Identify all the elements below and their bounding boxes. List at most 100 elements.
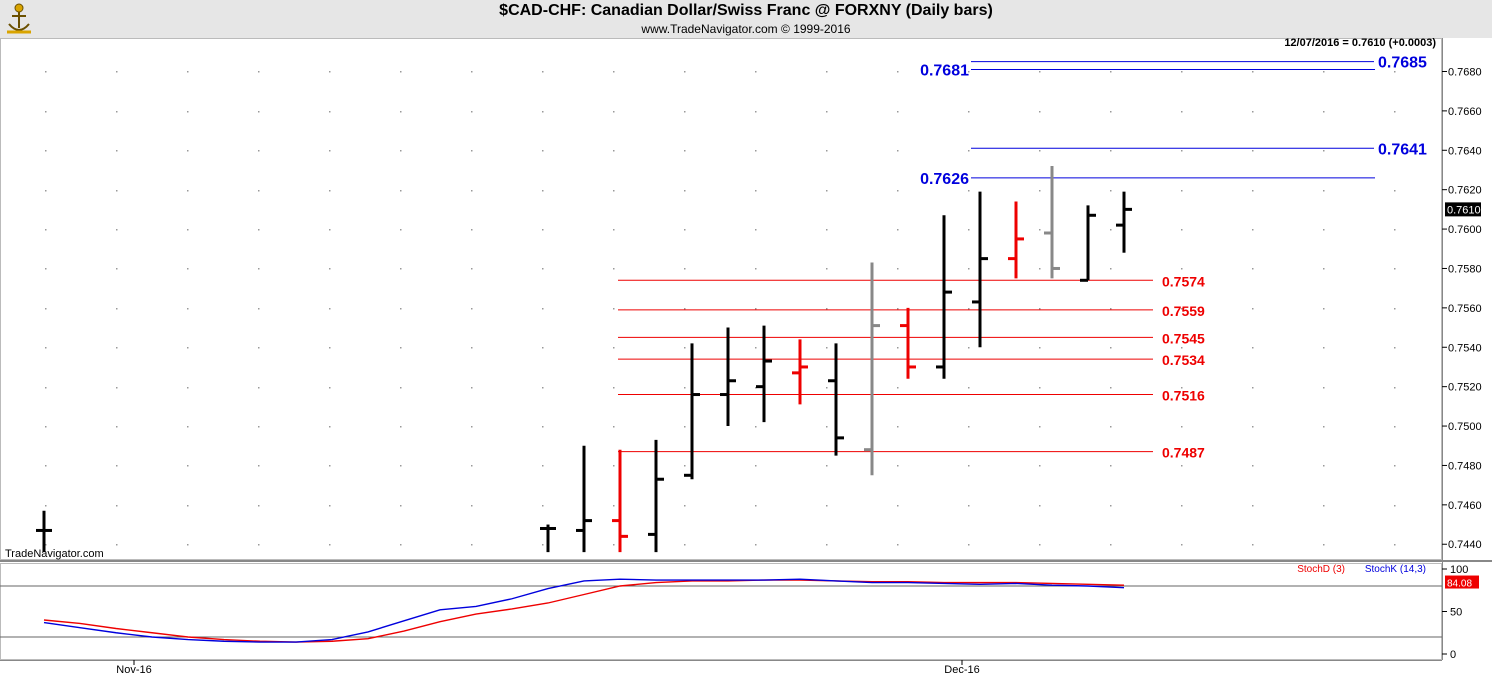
grid-dot: [1110, 505, 1112, 507]
grid-dot: [400, 71, 402, 73]
grid-dot: [826, 505, 828, 507]
grid-dot: [1039, 111, 1041, 113]
grid-dot: [755, 190, 757, 192]
grid-dot: [471, 465, 473, 467]
grid-dot: [45, 347, 47, 349]
grid-dot: [897, 426, 899, 428]
grid-dot: [471, 347, 473, 349]
grid-dot: [45, 71, 47, 73]
grid-dot: [1039, 71, 1041, 73]
grid-dot: [116, 426, 118, 428]
grid-dot: [613, 308, 615, 310]
grid-dot: [45, 426, 47, 428]
ohlc-bar: [1080, 205, 1096, 282]
grid-dot: [400, 347, 402, 349]
grid-dot: [1323, 268, 1325, 270]
price-tick-label: 0.7540: [1448, 342, 1482, 354]
grid-dot: [542, 229, 544, 231]
grid-dot: [258, 505, 260, 507]
level-label: 0.7516: [1162, 388, 1205, 404]
grid-dot: [826, 347, 828, 349]
grid-dot: [187, 190, 189, 192]
grid-dot: [400, 505, 402, 507]
grid-dot: [187, 111, 189, 113]
stoch-tick-label: 100: [1450, 564, 1468, 576]
stochd-line: [43, 579, 1125, 643]
stochastic-panel: 0 50 100 84.08: [0, 560, 1492, 661]
grid-dot: [400, 111, 402, 113]
grid-dot: [1039, 505, 1041, 507]
grid-dot: [471, 505, 473, 507]
stoch-last-box: [1445, 575, 1479, 589]
grid-dot: [613, 229, 615, 231]
price-tick-label: 0.7480: [1448, 460, 1482, 472]
ohlc-bar: [864, 262, 880, 476]
grid-dot: [116, 347, 118, 349]
date-axis: Nov-16 Dec-16: [0, 660, 1442, 676]
grid-dot: [116, 229, 118, 231]
grid-dot: [542, 268, 544, 270]
grid-dot: [684, 229, 686, 231]
price-tick-label: 0.7500: [1448, 421, 1482, 433]
grid-dot: [187, 505, 189, 507]
grid-dot: [45, 111, 47, 113]
grid-dot: [258, 544, 260, 546]
grid-dot: [1394, 347, 1396, 349]
grid-dot: [613, 71, 615, 73]
grid-dot: [471, 426, 473, 428]
grid-dot: [329, 71, 331, 73]
grid-dot: [471, 150, 473, 152]
level-label: 0.7681: [920, 63, 969, 80]
grid-dot: [329, 111, 331, 113]
grid-dot: [542, 505, 544, 507]
grid-dot: [1039, 150, 1041, 152]
grid-dot: [1252, 505, 1254, 507]
grid-dot: [116, 111, 118, 113]
grid-dot: [613, 347, 615, 349]
grid-dot: [1181, 347, 1183, 349]
grid-dot: [45, 544, 47, 546]
grid-dot: [187, 71, 189, 73]
grid-dot: [897, 111, 899, 113]
grid-dot: [187, 426, 189, 428]
ohlc-bars: [36, 166, 1132, 553]
ohlc-bar: [936, 215, 952, 379]
grid-dot: [968, 308, 970, 310]
grid-dot: [897, 150, 899, 152]
grid-dot: [755, 465, 757, 467]
grid-dot: [1252, 71, 1254, 73]
grid-dot: [1252, 544, 1254, 546]
grid-dot: [542, 544, 544, 546]
grid-dot: [187, 387, 189, 389]
grid-dot: [968, 505, 970, 507]
grid-dot: [258, 426, 260, 428]
grid-dot: [613, 426, 615, 428]
price-axis: 0.7440 0.7460 0.7480 0.7500 0.7520 0.7540 0.75…: [1442, 38, 1482, 660]
grid-dot: [116, 71, 118, 73]
grid-dot: [1323, 426, 1325, 428]
grid-dot: [542, 150, 544, 152]
grid-dot: [542, 426, 544, 428]
grid-dot: [613, 268, 615, 270]
grid-dot: [1323, 190, 1325, 192]
grid-dot: [1323, 150, 1325, 152]
grid-dot: [258, 387, 260, 389]
price-panel: [0, 38, 1442, 560]
grid-dot: [897, 268, 899, 270]
grid-dot: [755, 308, 757, 310]
grid-dot: [258, 190, 260, 192]
grid-dot: [471, 308, 473, 310]
grid-dot: [1181, 308, 1183, 310]
chart-subtitle: www.TradeNavigator.com © 1999-2016: [641, 22, 851, 36]
grid-dot: [116, 387, 118, 389]
grid-dot: [400, 268, 402, 270]
ohlc-bar: [900, 307, 916, 379]
grid-dot: [1181, 465, 1183, 467]
grid-dot: [1110, 426, 1112, 428]
grid-dot: [258, 229, 260, 231]
grid-dot: [187, 268, 189, 270]
grid-dot: [684, 426, 686, 428]
grid-dot: [471, 268, 473, 270]
grid-dot: [1252, 465, 1254, 467]
